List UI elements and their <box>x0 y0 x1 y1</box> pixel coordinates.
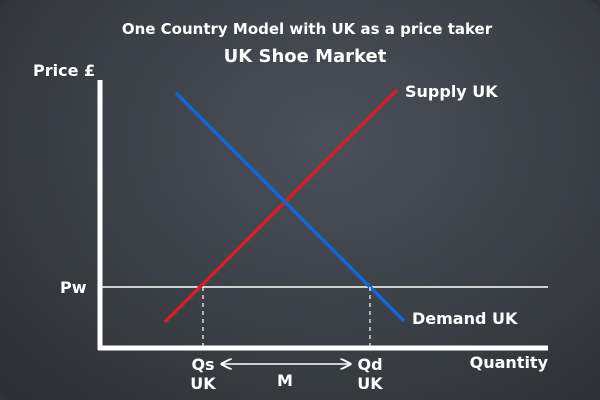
demand-curve <box>174 91 406 323</box>
qd-label: Qd <box>357 355 382 374</box>
y-axis-label: Price £ <box>33 61 95 80</box>
supply-curve-label: Supply UK <box>405 82 498 101</box>
diagram-title: One Country Model with UK as a price tak… <box>122 20 493 38</box>
x-axis-label: Quantity <box>470 353 549 372</box>
demand-curve-label: Demand UK <box>412 309 518 328</box>
supply-curve <box>163 88 399 324</box>
qs-label: Qs <box>191 355 214 374</box>
imports-label: M <box>277 371 293 390</box>
qd-sub-label: UK <box>357 374 383 393</box>
world-price-label: Pw <box>60 278 87 297</box>
diagram-subtitle: UK Shoe Market <box>224 46 387 67</box>
qs-sub-label: UK <box>190 374 216 393</box>
